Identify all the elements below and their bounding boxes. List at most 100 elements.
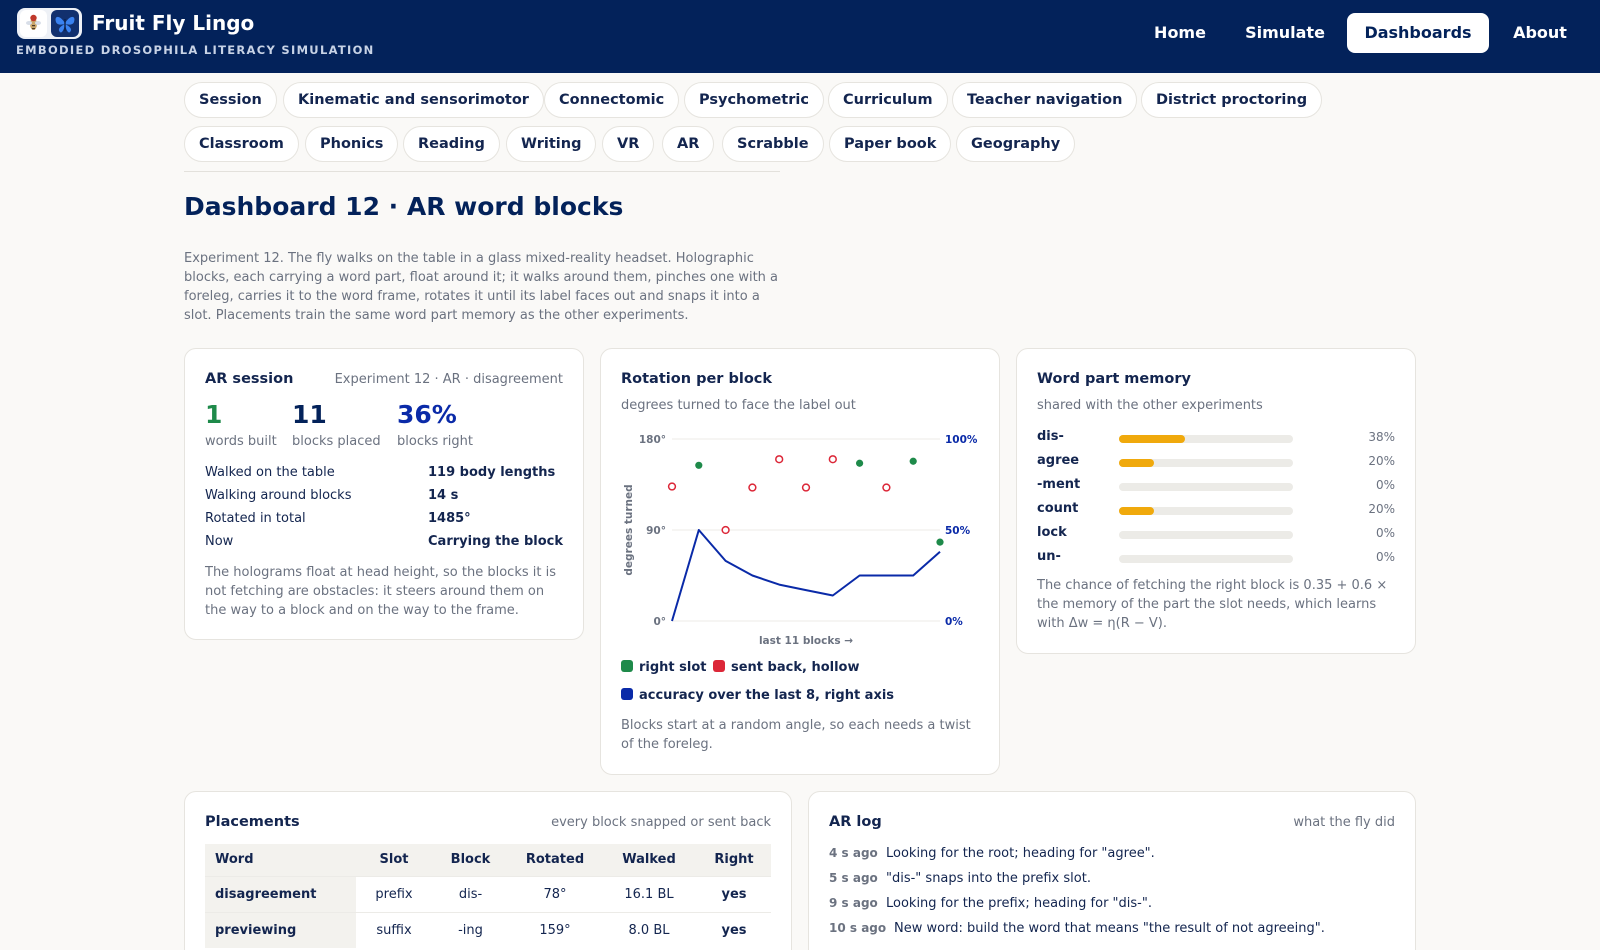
butterfly-icon: [51, 10, 79, 37]
stat-words-built: 1: [205, 400, 223, 429]
column-header: Slot: [356, 844, 432, 876]
rotation-card: [600, 348, 1000, 775]
page-title: Dashboard 12 · AR word blocks: [184, 192, 624, 221]
card-note: every block snapped or sent back: [551, 815, 771, 830]
legend-accuracy: accuracy over the last 8, right axis: [621, 688, 894, 703]
tab-paper-book[interactable]: Paper book: [829, 126, 952, 162]
ar-session-card: [184, 348, 584, 640]
tab-connectomic[interactable]: Connectomic: [544, 82, 680, 118]
app-logo[interactable]: [17, 8, 82, 39]
y-axis-label: degrees turned: [623, 484, 635, 575]
top-bar: Fruit Fly Lingo EMBODIED DROSOPHILA LITE…: [0, 0, 1600, 73]
kv-key: Rotated in total: [205, 511, 306, 526]
card-note: shared with the other experiments: [1037, 398, 1263, 413]
point-sent-back: [667, 482, 677, 491]
kv-value: 14 s: [428, 488, 459, 503]
nav-dashboards[interactable]: Dashboards: [1347, 13, 1489, 53]
memory-part-label: un-: [1037, 549, 1061, 564]
point-sent-back: [775, 455, 784, 464]
tab-psychometric[interactable]: Psychometric: [684, 82, 824, 118]
nav-about[interactable]: About: [1513, 23, 1567, 42]
tab-geography[interactable]: Geography: [956, 126, 1076, 162]
legend-label: right slot: [639, 660, 707, 675]
cell-right: yes: [697, 875, 771, 912]
log-time: 10 s ago: [829, 921, 887, 935]
legend-label: accuracy over the last 8, right axis: [639, 688, 895, 703]
memory-part-percent: 38%: [1368, 430, 1395, 444]
table-row: disagreement prefix dis- 78° 16.1 BL yes: [205, 875, 771, 912]
memory-part-percent: 20%: [1368, 454, 1395, 468]
card-note: Experiment 12 · AR · disagreement: [334, 372, 563, 387]
kv-value: 1485°: [428, 511, 471, 526]
cell-word: previewing: [205, 911, 356, 948]
legend-right-slot: right slot: [621, 660, 707, 675]
tab-reading[interactable]: Reading: [403, 126, 500, 162]
tab-curriculum[interactable]: Curriculum: [828, 82, 948, 118]
memory-part-label: -ment: [1037, 477, 1081, 492]
cell-block: dis-: [432, 875, 509, 912]
column-header: Walked: [601, 844, 697, 876]
tab-kinematic[interactable]: Kinematic and sensorimotor: [283, 82, 544, 118]
tab-district-proctoring[interactable]: District proctoring: [1141, 82, 1323, 118]
column-header: Right: [697, 844, 771, 876]
cell-word: disagreement: [205, 875, 356, 912]
card-title: Placements: [205, 814, 300, 830]
memory-bar-fill: [1119, 435, 1186, 443]
tab-ar[interactable]: AR: [662, 126, 715, 162]
nav-simulate[interactable]: Simulate: [1245, 23, 1325, 42]
memory-bar-track: [1119, 531, 1293, 539]
y2-tick-label: 50%: [945, 525, 971, 537]
table-header-row: Word Slot Block Rotated Walked Right: [205, 844, 771, 876]
log-text: New word: build the word that means "the…: [894, 921, 1325, 936]
log-time: 9 s ago: [829, 896, 878, 910]
point-right-slot: [936, 538, 944, 546]
app-subtitle: EMBODIED DROSOPHILA LITERACY SIMULATION: [16, 43, 375, 57]
y2-tick-label: 100%: [945, 434, 978, 446]
point-sent-back: [721, 525, 730, 535]
legend-swatch: [713, 660, 725, 672]
y-tick-label: 90°: [646, 525, 666, 537]
y2-tick-label: 0%: [945, 616, 963, 628]
card-title: AR session: [205, 371, 294, 387]
point-right-slot: [856, 459, 864, 467]
kv-value: Carrying the block: [428, 534, 564, 549]
card-title: Word part memory: [1037, 371, 1191, 387]
tab-teacher-navigation[interactable]: Teacher navigation: [952, 82, 1138, 118]
cell-slot: prefix: [356, 875, 432, 912]
column-header: Word: [205, 844, 356, 876]
column-header: Rotated: [509, 844, 601, 876]
tab-phonics[interactable]: Phonics: [305, 126, 399, 162]
log-text: Looking for the prefix; heading for "dis…: [886, 896, 1152, 911]
card-title: Rotation per block: [621, 371, 773, 387]
nav-home[interactable]: Home: [1154, 23, 1206, 42]
memory-part-percent: 20%: [1368, 502, 1395, 516]
memory-part-label: dis-: [1037, 429, 1064, 444]
placements-table: Word Slot Block Rotated Walked Right dis…: [205, 844, 771, 948]
accuracy-line: [671, 529, 941, 622]
point-sent-back: [882, 483, 891, 492]
legend-swatch: [621, 660, 633, 672]
tab-vr[interactable]: VR: [602, 126, 655, 162]
divider: [184, 171, 780, 172]
cell-right: yes: [697, 911, 771, 948]
stat-label: blocks right: [397, 434, 473, 449]
point-sent-back: [748, 483, 757, 492]
x-axis-label: last 11 blocks →: [759, 635, 853, 647]
tab-session[interactable]: Session: [184, 82, 277, 118]
ar-log-card: [808, 791, 1416, 950]
point-right-slot: [695, 461, 703, 469]
tab-writing[interactable]: Writing: [506, 126, 597, 162]
tab-classroom[interactable]: Classroom: [184, 126, 299, 162]
rotation-chart: 180° 100% 90° 50% 0° 0% degrees turned last 11 …: [623, 434, 978, 647]
legend-sent-back: sent back, hollow: [713, 660, 859, 675]
memory-bar-track: [1119, 435, 1293, 443]
app-title: Fruit Fly Lingo: [92, 11, 255, 35]
memory-part-percent: 0%: [1375, 526, 1395, 540]
cell-block: -ing: [432, 911, 509, 948]
card-title: AR log: [829, 814, 882, 830]
cell-walked: 8.0 BL: [601, 911, 697, 948]
memory-bar-fill: [1119, 459, 1154, 467]
log-text: "dis-" snaps into the prefix slot.: [886, 871, 1091, 886]
tab-scrabble[interactable]: Scrabble: [722, 126, 824, 162]
point-sent-back: [828, 455, 837, 464]
